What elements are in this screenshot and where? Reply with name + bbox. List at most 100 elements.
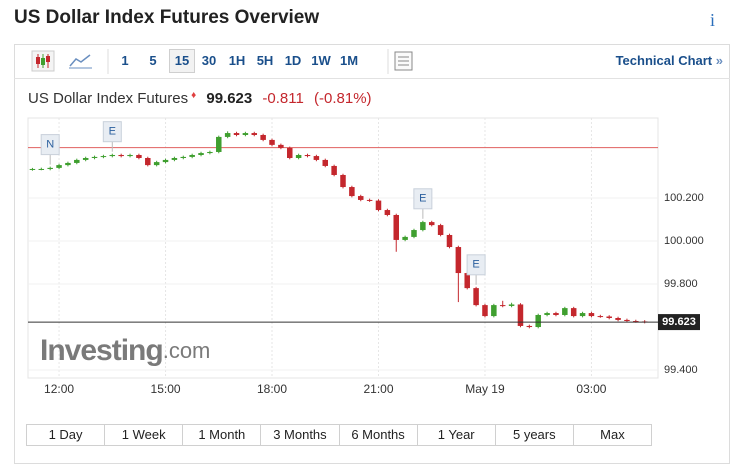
candle-body [118,154,124,157]
candle-body [56,165,62,168]
range-button[interactable]: 6 Months [340,425,418,445]
event-label: N [46,139,54,151]
event-box[interactable] [102,121,122,143]
event-label: E [109,126,116,138]
candle-body [420,222,426,231]
candle-body [437,225,444,235]
candle-body [588,313,595,317]
candle-body [366,199,373,201]
range-button[interactable]: 1 Week [105,425,184,445]
y-tick-label: 100.000 [664,235,704,247]
event-box[interactable] [466,254,486,276]
candle-body [216,136,222,152]
interval-button[interactable]: 30 [201,53,217,68]
toolbar-icons [31,50,55,72]
candle-body [189,154,195,157]
y-tick-label: 99.800 [664,278,698,290]
candle-body [304,154,311,157]
watermark-suffix: .com [163,338,211,363]
interval-button[interactable]: 1H [228,53,246,68]
candle-body [224,133,231,137]
candle-body [313,156,320,160]
range-button[interactable]: 1 Day [27,425,106,445]
x-tick-label: 18:00 [257,382,287,396]
interval-button[interactable]: 5H [256,53,274,68]
candle-body [287,147,293,158]
candle-body [606,316,612,318]
interval-button[interactable]: 1D [284,53,302,68]
last-price-box [658,314,700,331]
event-label: E [419,193,426,205]
interval-button[interactable]: 5 [149,53,157,68]
event-box[interactable] [40,134,60,156]
candle-body [91,156,98,158]
candle-body [615,318,621,320]
range-button[interactable]: 1 Year [418,425,496,445]
candle-body [535,314,541,328]
interval-button[interactable]: 1M [339,53,359,68]
plot-frame [27,117,659,379]
candle-body [393,214,399,240]
technical-chart-link[interactable]: Technical Chart » [615,53,723,68]
watermark: Investing.com [40,334,210,367]
candle-body [322,159,329,166]
info-icon[interactable]: i [710,10,716,30]
candle-body [597,316,604,318]
range-button[interactable]: 3 Months [261,425,340,445]
settings-icon[interactable] [386,44,416,79]
candle-body [570,308,577,317]
candle-body [242,133,249,135]
range-button[interactable]: 1 Month [183,425,262,445]
interval-button[interactable]: 15 [169,49,195,73]
y-tick-label: 99.400 [664,364,698,376]
toolbar: Technical Chart » 1 5 15 30 1H 5H 1D 1W 1M [14,44,730,79]
candle-body [136,154,142,158]
candle-body [491,305,497,317]
candle-body [544,313,550,315]
candle-body [295,154,302,158]
candle-body [579,313,586,317]
candle-body [375,200,382,211]
x-tick-label: 21:00 [363,382,393,396]
watermark-brand: Investing [40,334,163,367]
candle-body [251,133,258,135]
price-change-percent: (-0.81%) [314,90,372,107]
candle-body [74,159,80,163]
candle-body [260,134,266,140]
candle-body [562,308,568,315]
candle-body [100,156,107,158]
candle-body [162,159,169,163]
range-button[interactable]: 5 years [496,425,574,445]
candle-body [153,162,160,166]
line-icon[interactable] [66,44,96,79]
candle-body [553,313,559,315]
x-tick-label: May 19 [465,382,505,396]
candle-body [411,230,417,237]
candle-body [446,234,453,248]
candle-body [633,321,639,323]
candle-body [29,168,36,170]
range-button[interactable]: Max [600,427,625,442]
chart: 12:00 15:00 18:00 21:00 May 19 03:00 100.200 10… [27,117,704,396]
event-box[interactable] [413,188,433,210]
interval-button[interactable]: 1 [121,53,129,68]
candle-body [482,305,488,317]
price-change: -0.811 [262,90,304,107]
x-tick-label: 03:00 [576,382,606,396]
candle-body [473,288,479,306]
candle-body [233,133,240,135]
candle-body [455,247,462,274]
candle-body [428,222,435,226]
candle-body [357,196,364,200]
x-tick-label: 12:00 [44,382,74,396]
x-tick-label: 15:00 [151,382,181,396]
candle-body [82,158,89,160]
candle-body [508,304,515,306]
range-selector: 1 Day 1 Week 1 Month 3 Months 6 Months 1 Year… [26,424,652,446]
interval-button[interactable]: 1W [311,53,331,68]
candle-body [65,162,71,166]
candle-body [207,151,213,154]
candle-body [109,154,116,157]
candle-body [127,154,133,157]
